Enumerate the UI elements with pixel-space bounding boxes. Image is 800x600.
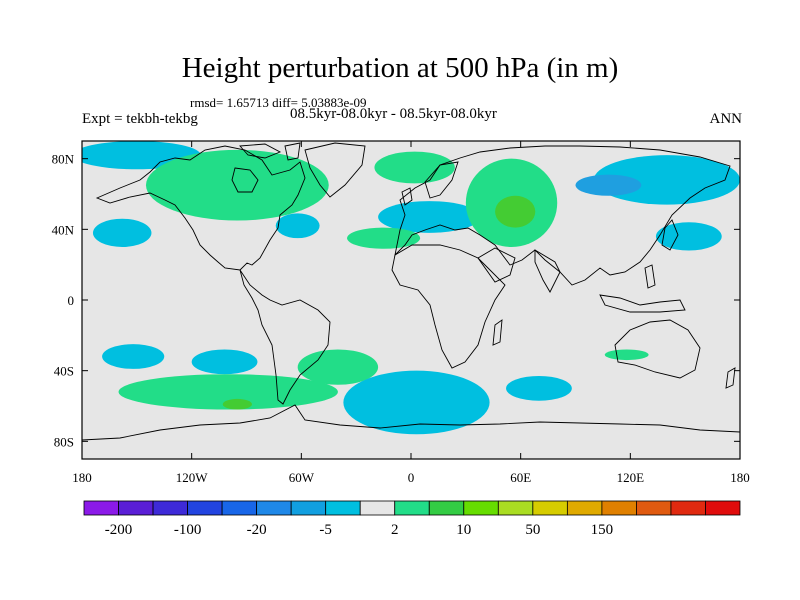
contour-region-6 [378, 201, 481, 233]
colorbar-box-16 [601, 500, 637, 516]
contour-region-5 [374, 151, 455, 184]
colorbar-box-7 [290, 500, 327, 516]
contour-region-13 [102, 344, 165, 369]
lon-tick-label: 60W [289, 470, 315, 485]
season-label: ANN [709, 111, 743, 127]
map-axes: 180 120W 60W 0 60E 120E 180 80N 40N 0 40S 80S [52, 141, 750, 485]
colorbar-box-19 [705, 500, 741, 516]
lon-tick-label: 180 [72, 470, 92, 485]
lat-tick-label: 40S [54, 364, 74, 379]
colorbar: -200 -100 -20 -5 2 10 50 150 [83, 500, 741, 538]
colorbar-box-6 [256, 500, 292, 516]
lat-tick-label: 80S [54, 434, 74, 449]
colorbar-box-13 [497, 500, 534, 516]
colorbar-box-18 [670, 500, 706, 516]
lat-tick-label: 80N [52, 152, 75, 167]
lat-tick-label: 0 [68, 293, 75, 308]
lon-tick-label: 0 [408, 470, 415, 485]
lat-tick-label: 40N [52, 222, 75, 237]
colorbar-box-14 [532, 500, 568, 516]
rmsd-text: rmsd= 1.65713 diff= 5.03883e-09 [190, 95, 367, 110]
contour-region-16 [297, 349, 379, 385]
contour-regions [82, 141, 740, 435]
colorbar-box-12 [463, 500, 499, 516]
colorbar-label: -5 [319, 522, 332, 538]
colorbar-label: -20 [247, 522, 267, 538]
contour-region-4 [275, 213, 320, 239]
contour-region-18 [343, 370, 490, 435]
colorbar-box-1 [83, 500, 119, 516]
contour-region-3 [92, 218, 152, 247]
colorbar-label: 150 [591, 522, 614, 538]
lon-tick-label: 60E [510, 470, 531, 485]
lon-tick-label: 120E [617, 470, 645, 485]
colorbar-box-2 [118, 500, 154, 516]
coastlines [82, 142, 740, 441]
lon-tick-label: 180 [730, 470, 750, 485]
contour-region-15 [118, 374, 338, 410]
colorbar-box-9 [359, 500, 396, 516]
colorbar-label: 50 [525, 522, 540, 538]
contour-region-11 [575, 174, 642, 196]
contour-region-19 [506, 375, 572, 401]
colorbar-label: 2 [391, 522, 399, 538]
colorbar-box-11 [428, 500, 465, 516]
colorbar-label: 10 [456, 522, 471, 538]
colorbar-label: -200 [105, 522, 133, 538]
colorbar-label: -100 [174, 522, 202, 538]
contour-region-7 [347, 227, 421, 249]
colorbar-box-8 [325, 500, 361, 516]
colorbar-box-5 [221, 500, 258, 516]
experiment-label: Expt = tekbh-tekbg [82, 111, 198, 127]
colorbar-box-4 [187, 500, 223, 516]
contour-region-12 [655, 222, 722, 251]
subtitle-label: 08.5kyr-08.0kyr - 08.5kyr-08.0kyr [290, 106, 497, 122]
lon-tick-label: 120W [176, 470, 209, 485]
contour-region-17 [222, 398, 252, 410]
colorbar-box-3 [152, 500, 188, 516]
contour-region-20 [604, 349, 649, 361]
colorbar-box-10 [394, 500, 430, 516]
colorbar-box-17 [636, 500, 672, 516]
contour-region-14 [191, 349, 258, 375]
page-title: Height perturbation at 500 hPa (in m) [181, 52, 619, 84]
contour-region-2 [145, 149, 329, 221]
colorbar-box-15 [566, 500, 603, 516]
contour-region-9 [495, 195, 536, 228]
